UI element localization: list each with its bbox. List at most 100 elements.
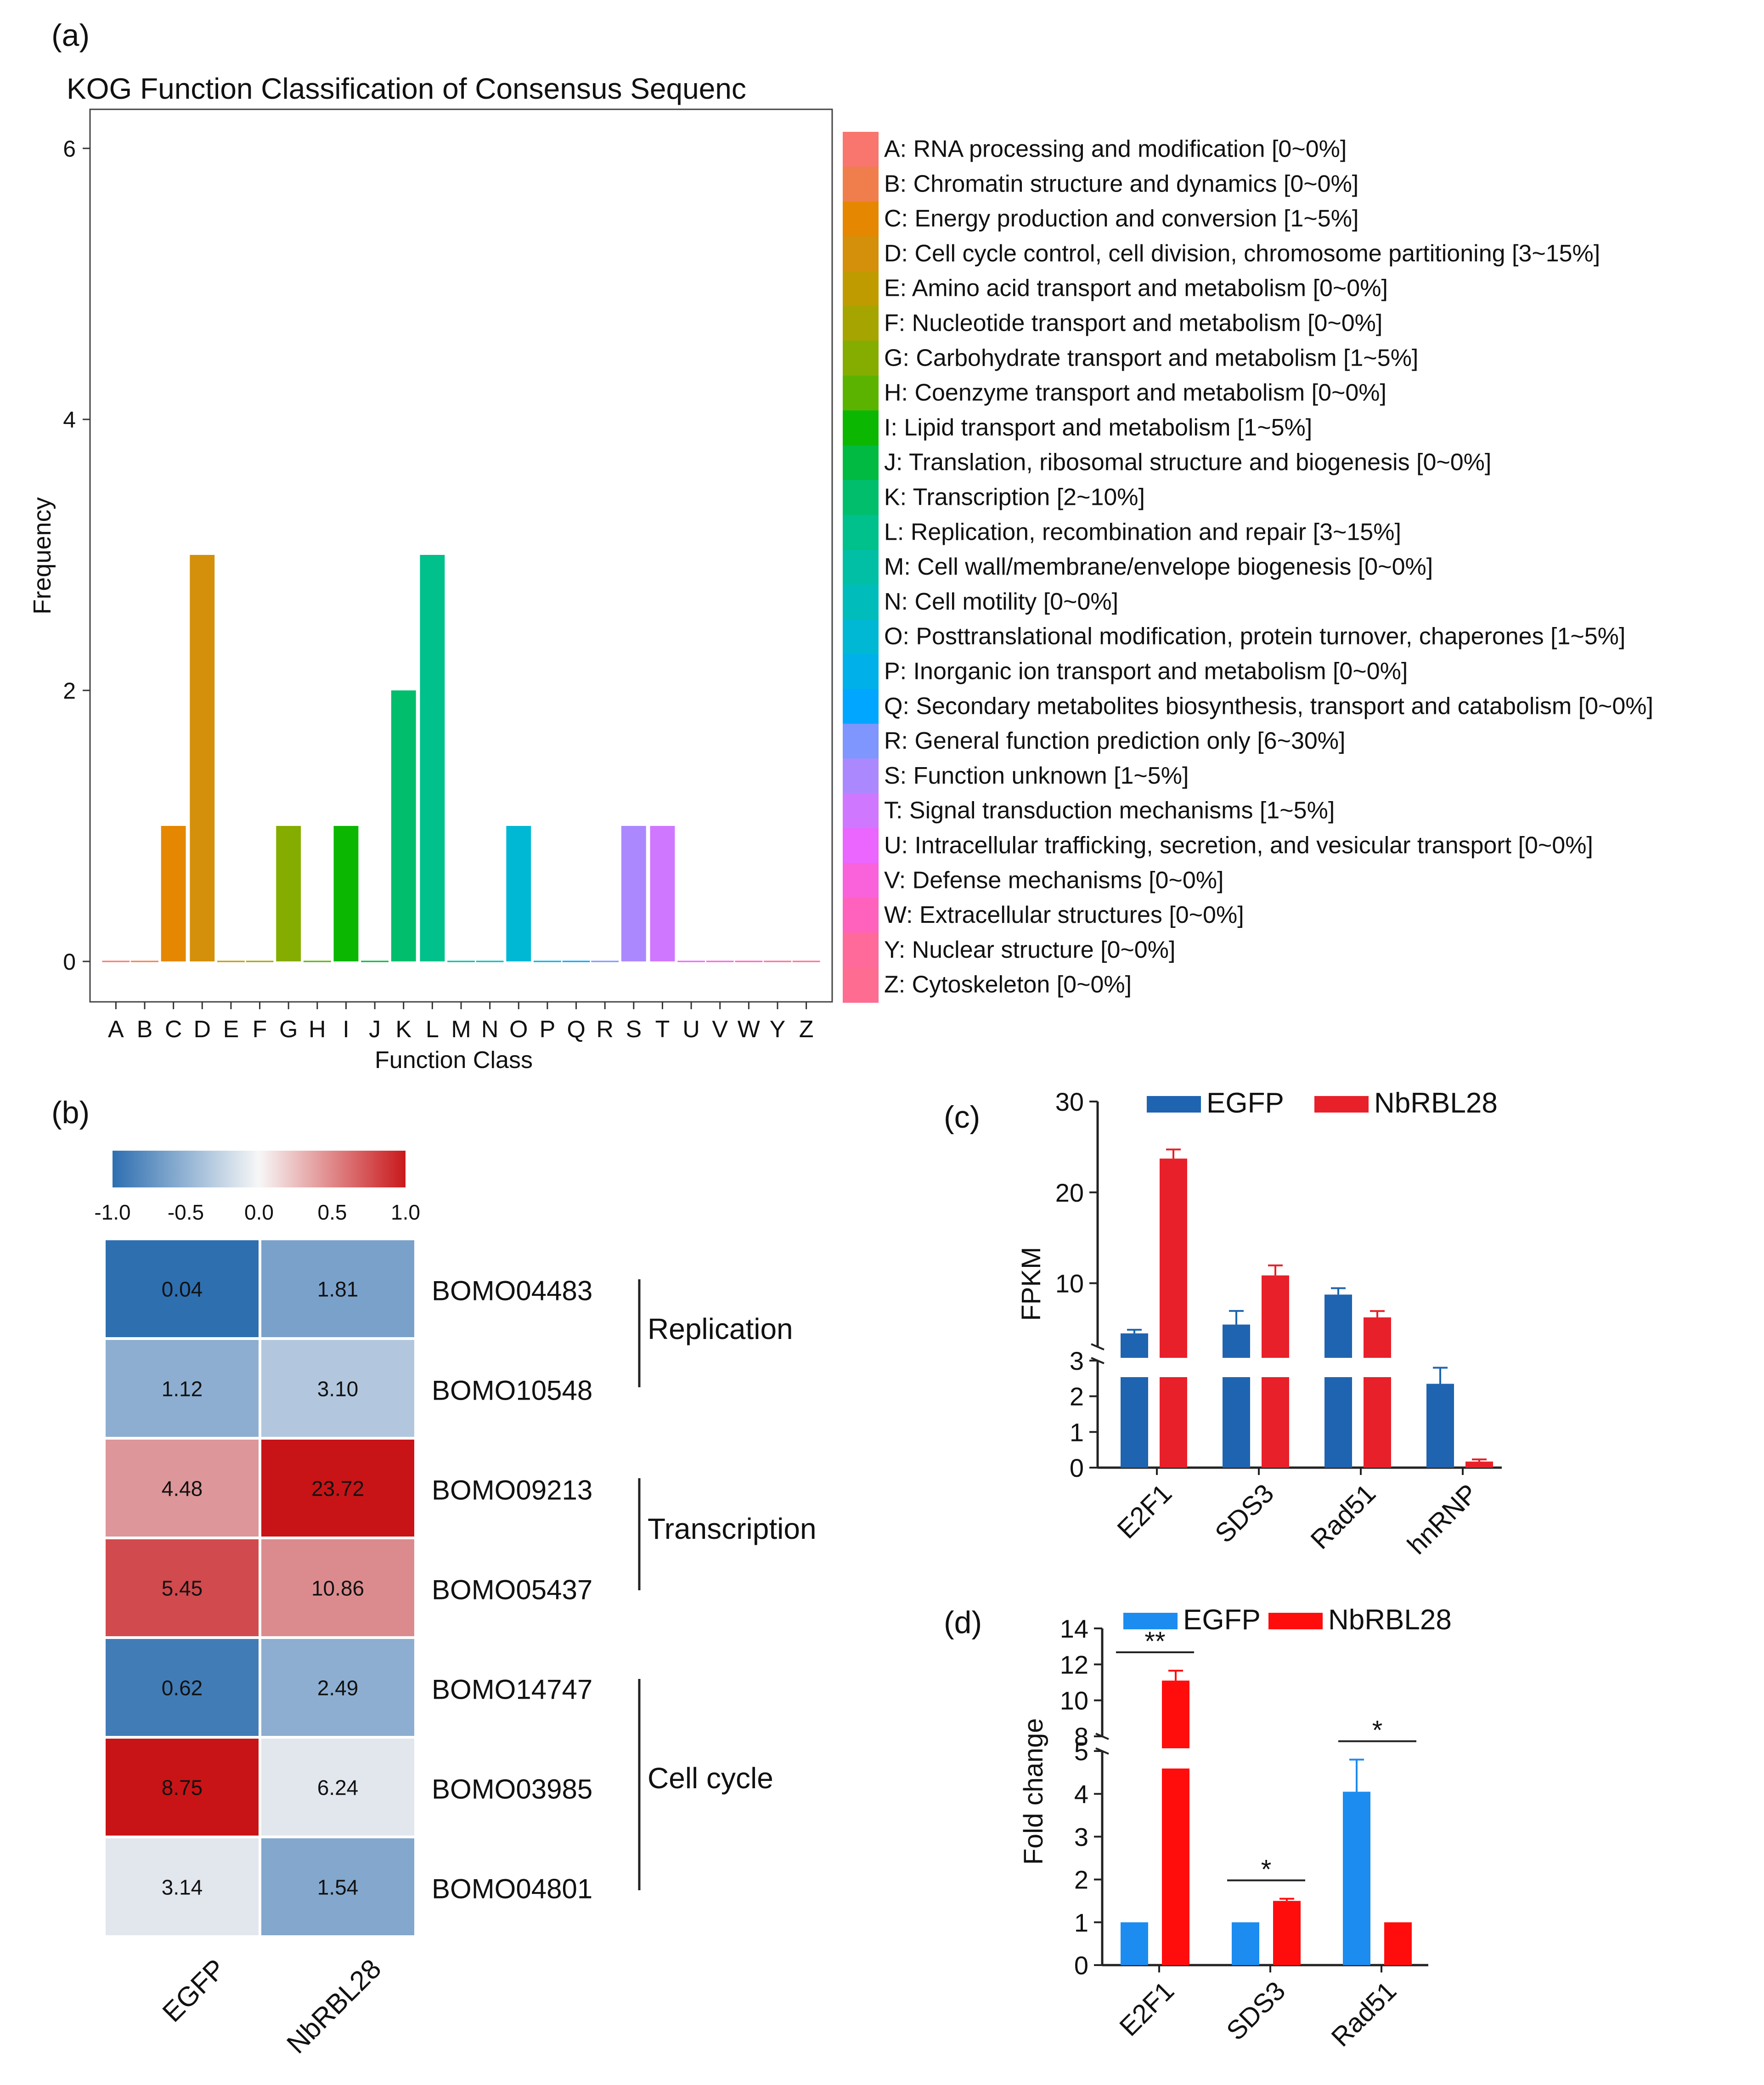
kog-chart-title: KOG Function Classification of Consensus… [67,72,746,105]
x-tick-label: L [426,1016,439,1043]
bar-G [276,826,301,961]
y-tick-label: 12 [1060,1650,1088,1679]
x-tick-label: E2F1 [1111,1478,1178,1544]
bar-NbRBL28-SDS3 [1273,1901,1301,1965]
colorbar-tick-label: 0.5 [318,1200,347,1224]
heatmap-cell [261,1440,414,1537]
group-label-cell-cycle: Cell cycle [648,1762,773,1795]
legend-swatch-C [843,201,879,237]
bar-NbRBL28-Rad51 [1364,1317,1391,1468]
heatmap-cell [261,1639,414,1736]
legend-swatch-U [843,828,879,864]
x-tick-label: E2F1 [1114,1976,1180,2042]
x-tick-label: Q [567,1016,585,1043]
legend-label-L: L: Replication, recombination and repair… [884,519,1401,545]
legend-swatch-Y [843,932,879,968]
panel-a-label: (a) [51,18,90,53]
x-tick-label: D [193,1016,211,1043]
legend-label-M: M: Cell wall/membrane/envelope biogenesi… [884,554,1433,580]
legend-label-N: N: Cell motility [0~0%] [884,588,1118,615]
heatmap-cell [261,1340,414,1437]
legend-label-W: W: Extracellular structures [0~0%] [884,902,1244,928]
bar-break-gap [1159,1358,1188,1377]
y-tick-label: 6 [63,136,76,162]
heatmap-cell [106,1639,259,1736]
bar-O [506,826,531,961]
y-tick-label: 30 [1055,1087,1084,1116]
y-tick-label: 0 [63,949,76,975]
heatmap-cell-value: 5.45 [162,1576,203,1600]
legend-label-D: D: Cell cycle control, cell division, ch… [884,240,1600,267]
legend-swatch-NbRBL28 [1268,1613,1323,1629]
legend-label-F: F: Nucleotide transport and metabolism [… [884,310,1382,337]
fpkm-legend: EGFP NbRBL28 [1147,1087,1498,1119]
legend-label-Y: Y: Nuclear structure [0~0%] [884,937,1175,963]
x-tick-label: SDS3 [1209,1478,1279,1548]
legend-label-S: S: Function unknown [1~5%] [884,763,1189,789]
heatmap-row-label: BOMO04801 [432,1874,592,1904]
legend-label-U: U: Intracellular trafficking, secretion,… [884,832,1593,859]
bar-K [391,690,416,961]
heatmap-column-label: EGFP [157,1953,231,2028]
bar-EGFP-hnRNP [1426,1384,1454,1468]
bar-NbRBL28-Rad51 [1384,1922,1412,1965]
y-tick-label: 3 [1074,1822,1088,1851]
heatmap-colorbar [113,1151,406,1187]
x-tick-label: N [481,1016,499,1043]
legend-label-H: H: Coenzyme transport and metabolism [0~… [884,379,1386,406]
kog-y-axis-title: Frequency [28,497,56,614]
legend-label-G: G: Carbohydrate transport and metabolism… [884,345,1418,371]
x-tick-label: Rad51 [1325,1976,1402,2052]
y-tick-label: 2 [63,678,76,704]
colorbar-tick-label: 1.0 [391,1200,420,1224]
x-tick-label: A [108,1016,124,1043]
legend-label-A: A: RNA processing and modification [0~0%… [884,136,1347,163]
x-tick-label: Y [770,1016,786,1043]
x-tick-label: F [253,1016,267,1043]
heatmap-cell [261,1240,414,1337]
x-tick-label: M [451,1016,471,1043]
heatmap-colorbar-ticks: -1.0 -0.5 0.0 0.5 1.0 [94,1200,420,1224]
axis-break-mark [1091,1343,1105,1350]
x-tick-label: S [626,1016,642,1043]
significance-marker: * [1372,1716,1383,1746]
heatmap-cell-value: 10.86 [311,1576,364,1600]
legend-label-I: I: Lipid transport and metabolism [1~5%] [884,414,1312,441]
legend-swatch-EGFP [1147,1096,1201,1113]
x-tick-label: T [655,1016,670,1043]
y-tick-label: 0 [1074,1951,1088,1980]
y-tick-label: 3 [1070,1346,1084,1375]
heatmap-cell [106,1340,259,1437]
x-tick-label: B [137,1016,153,1043]
heatmap-cell [106,1539,259,1636]
bar-EGFP-SDS3 [1232,1922,1259,1965]
legend-label-NbRBL28: NbRBL28 [1374,1087,1498,1119]
colorbar-tick-label: -1.0 [94,1200,130,1224]
legend-swatch-NbRBL28 [1314,1096,1369,1113]
y-tick-label: 4 [1074,1780,1088,1808]
bar-break-gap [1324,1358,1353,1377]
heatmap-cell-value: 0.62 [162,1676,203,1700]
bar-EGFP-Rad51 [1324,1294,1352,1468]
legend-label-E: E: Amino acid transport and metabolism [… [884,275,1388,302]
heatmap-cell-value: 3.10 [317,1377,359,1401]
legend-swatch-E [843,271,879,306]
y-tick-label: 20 [1055,1178,1084,1207]
x-tick-label: R [596,1016,614,1043]
bar-NbRBL28-E2F1 [1160,1158,1187,1468]
y-tick-label: 1 [1074,1908,1088,1937]
fpkm-y-axis-title: FPKM [1016,1247,1046,1321]
heatmap-row-label: BOMO05437 [432,1575,592,1605]
bar-NbRBL28-hnRNP [1465,1461,1493,1468]
heatmap-cells: 0.04 1.81 1.12 3.10 4.48 23.72 5.45 10.86 0.62 2.… [106,1240,414,1935]
fold-change-legend: EGFP NbRBL28 [1123,1604,1452,1636]
heatmap-cell [261,1739,414,1836]
legend-swatch-S [843,758,879,794]
heatmap-cell-value: 23.72 [311,1477,364,1501]
legend-label-C: C: Energy production and conversion [1~5… [884,205,1358,232]
legend-swatch-T [843,793,879,829]
group-label-transcription: Transcription [648,1512,817,1545]
heatmap-row-label: BOMO09213 [432,1475,592,1506]
